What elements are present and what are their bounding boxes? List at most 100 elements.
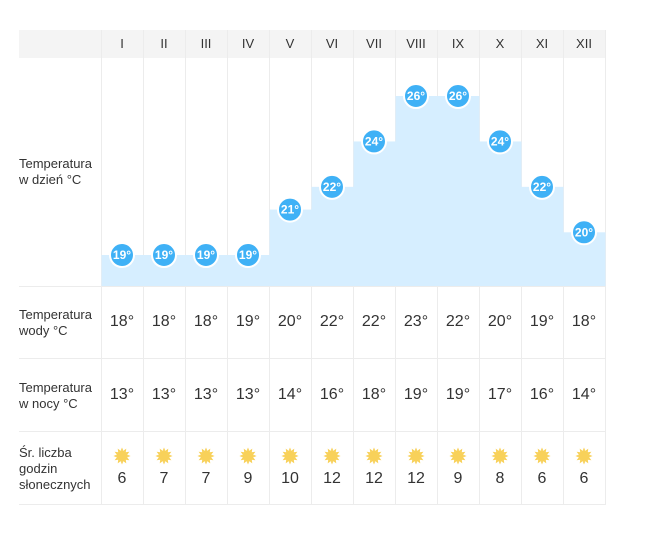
day-temp-bubble <box>277 196 303 223</box>
night-temp-cell: 16° <box>319 386 345 403</box>
sun-hours-value: 9 <box>243 470 253 487</box>
sun-hours-cell: 6 <box>521 447 563 489</box>
sun-icon <box>113 447 131 465</box>
day-temp-value: 22° <box>533 180 551 194</box>
night-temp-cell: 13° <box>109 386 135 403</box>
sun-hours-value: 7 <box>159 470 169 487</box>
month-header: X <box>495 36 505 51</box>
sun-icon <box>239 447 257 465</box>
sun-icon <box>407 447 425 465</box>
day-temp-value: 20° <box>575 225 593 239</box>
water-temp-cell: 23° <box>403 313 429 330</box>
day-temp-label: Temperatura w dzień °C <box>19 156 92 187</box>
day-temp-value: 19° <box>239 248 257 262</box>
month-header: XI <box>535 36 549 51</box>
row-divider <box>19 358 605 359</box>
sun-hours-value: 12 <box>323 470 341 487</box>
sun-hours-label: Śr. liczba godzin słonecznych <box>19 445 91 492</box>
sun-icon <box>197 447 215 465</box>
sun-icon <box>491 447 509 465</box>
water-temp-cell: 20° <box>277 313 303 330</box>
month-header: IX <box>451 36 465 51</box>
sun-hours-value: 7 <box>201 470 211 487</box>
sun-hours-value: 6 <box>579 470 589 487</box>
day-temp-bubble <box>151 242 177 268</box>
day-temp-area <box>395 96 438 286</box>
water-temp-cell: 19° <box>235 313 261 330</box>
water-temp-cell: 20° <box>487 313 513 330</box>
sun-hours-value: 10 <box>281 470 299 487</box>
month-header: VII <box>366 36 382 51</box>
sun-icon <box>281 447 299 465</box>
night-temp-cell: 14° <box>277 386 303 403</box>
sun-hours-cell: 6 <box>563 447 605 489</box>
night-temp-cell: 17° <box>487 386 513 403</box>
day-temp-value: 24° <box>491 134 509 148</box>
sun-hours-cell: 9 <box>227 447 269 489</box>
night-temp-cell: 13° <box>235 386 261 403</box>
day-temp-area <box>521 186 564 286</box>
sun-hours-value: 9 <box>453 470 463 487</box>
month-header-row <box>19 30 605 58</box>
sun-hours-cell: 12 <box>395 447 437 489</box>
day-temp-bubble <box>445 83 471 109</box>
sun-icon <box>365 447 383 465</box>
sun-hours-value: 8 <box>495 470 505 487</box>
sun-hours-cell: 7 <box>185 447 227 489</box>
water-temp-cell: 18° <box>193 313 219 330</box>
day-temp-value: 22° <box>323 180 341 194</box>
sun-hours-cell: 12 <box>311 447 353 489</box>
day-temp-value: 24° <box>365 134 383 148</box>
day-temp-bubble <box>361 128 387 155</box>
sun-hours-value: 12 <box>407 470 425 487</box>
sun-hours-cell: 8 <box>479 447 521 489</box>
water-temp-cell: 22° <box>361 313 387 330</box>
day-temp-bubble <box>403 83 429 109</box>
day-temp-value: 19° <box>155 248 173 262</box>
sun-icon <box>575 447 593 465</box>
day-temp-area <box>353 141 396 286</box>
sun-hours-cell: 10 <box>269 447 311 489</box>
day-temp-bubble <box>571 219 597 246</box>
night-temp-cell: 13° <box>151 386 177 403</box>
water-temp-label: Temperatura wody °C <box>19 307 92 338</box>
night-temp-cell: 19° <box>445 386 471 403</box>
month-header: IV <box>241 36 255 51</box>
night-temp-cell: 19° <box>403 386 429 403</box>
water-temp-cell: 18° <box>109 313 135 330</box>
day-temp-area <box>437 96 480 286</box>
sun-hours-value: 6 <box>537 470 547 487</box>
water-temp-cell: 22° <box>445 313 471 330</box>
row-divider <box>19 286 605 287</box>
water-temp-cell: 18° <box>571 313 597 330</box>
month-header: V <box>285 36 295 51</box>
month-header: II <box>160 36 168 51</box>
day-temp-value: 26° <box>407 89 425 103</box>
month-header: VI <box>325 36 339 51</box>
row-divider <box>19 431 605 432</box>
day-temp-bubble <box>319 173 345 200</box>
day-temp-bubble <box>487 128 513 155</box>
sun-hours-cell: 7 <box>143 447 185 489</box>
month-header: VIII <box>406 36 426 51</box>
sun-hours-cell: 6 <box>101 447 143 489</box>
night-temp-label: Temperatura w nocy °C <box>19 380 92 411</box>
night-temp-cell: 13° <box>193 386 219 403</box>
sun-hours-cell: 12 <box>353 447 395 489</box>
sun-hours-value: 6 <box>117 470 127 487</box>
day-temp-value: 19° <box>197 248 215 262</box>
row-divider <box>19 504 605 505</box>
day-temp-value: 26° <box>449 89 467 103</box>
water-temp-cell: 22° <box>319 313 345 330</box>
month-header: III <box>200 36 212 51</box>
water-temp-cell: 18° <box>151 313 177 330</box>
sun-icon <box>323 447 341 465</box>
sun-icon <box>155 447 173 465</box>
night-temp-cell: 14° <box>571 386 597 403</box>
day-temp-bubble <box>193 242 219 268</box>
day-temp-area <box>479 141 522 286</box>
day-temp-bubble <box>529 173 555 200</box>
day-temp-bubble <box>109 242 135 268</box>
